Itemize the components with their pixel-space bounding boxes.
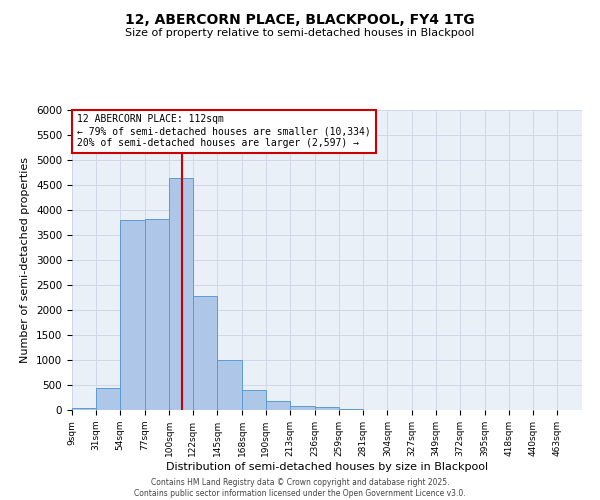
Bar xyxy=(339,409,363,410)
X-axis label: Distribution of semi-detached houses by size in Blackpool: Distribution of semi-detached houses by … xyxy=(166,462,488,471)
Bar xyxy=(193,296,217,410)
Bar xyxy=(315,407,339,410)
Bar xyxy=(169,178,193,410)
Y-axis label: Number of semi-detached properties: Number of semi-detached properties xyxy=(20,157,31,363)
Bar xyxy=(266,401,290,410)
Bar xyxy=(145,219,169,410)
Bar xyxy=(95,388,120,410)
Text: 12, ABERCORN PLACE, BLACKPOOL, FY4 1TG: 12, ABERCORN PLACE, BLACKPOOL, FY4 1TG xyxy=(125,12,475,26)
Bar xyxy=(217,360,242,410)
Bar xyxy=(290,406,315,410)
Bar xyxy=(120,220,145,410)
Bar xyxy=(72,408,95,410)
Text: 12 ABERCORN PLACE: 112sqm
← 79% of semi-detached houses are smaller (10,334)
20%: 12 ABERCORN PLACE: 112sqm ← 79% of semi-… xyxy=(77,114,371,148)
Text: Contains HM Land Registry data © Crown copyright and database right 2025.
Contai: Contains HM Land Registry data © Crown c… xyxy=(134,478,466,498)
Bar xyxy=(242,390,266,410)
Text: Size of property relative to semi-detached houses in Blackpool: Size of property relative to semi-detach… xyxy=(125,28,475,38)
